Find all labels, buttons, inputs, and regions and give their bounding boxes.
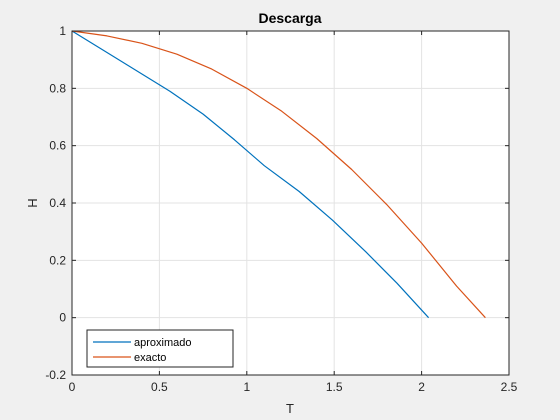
x-axis-label: T <box>286 401 294 416</box>
legend: aproximado exacto <box>86 329 234 368</box>
x-tick-label: 0 <box>69 380 76 394</box>
x-tick-label: 2 <box>418 380 425 394</box>
x-tick-label: 2.5 <box>501 380 518 394</box>
y-tick-label: 0.6 <box>49 139 66 153</box>
legend-box <box>86 329 234 368</box>
chart-title: Descarga <box>258 10 321 26</box>
y-tick-label: 0 <box>59 311 66 325</box>
series-lines <box>71 30 486 319</box>
series-line-exacto <box>71 30 486 319</box>
y-tick-label: 1 <box>59 24 66 38</box>
legend-label-aproximado: aproximado <box>134 337 191 349</box>
ticks: 0 0.5 1 1.5 2 2.5-0.200.20.40.60.81 <box>45 24 517 394</box>
y-tick-label: 0.8 <box>49 81 66 95</box>
series-line-aproximado <box>71 30 430 319</box>
x-tick-label: 1 <box>243 380 250 394</box>
y-tick-label: 0.4 <box>49 196 66 210</box>
legend-label-exacto: exacto <box>134 352 166 364</box>
x-tick-label: 1.5 <box>326 380 343 394</box>
y-tick-label: -0.2 <box>45 368 66 382</box>
x-tick-label: 0.5 <box>151 380 168 394</box>
y-axis-label: H <box>25 198 40 207</box>
y-tick-label: 0.2 <box>49 253 66 267</box>
